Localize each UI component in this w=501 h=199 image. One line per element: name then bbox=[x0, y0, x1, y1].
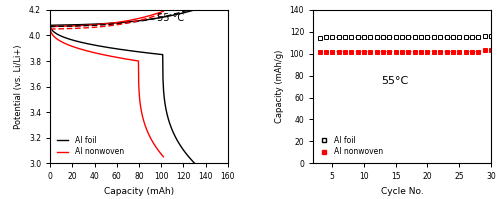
Legend: Al foil, Al nonwoven: Al foil, Al nonwoven bbox=[54, 133, 127, 159]
Legend: Al foil, Al nonwoven: Al foil, Al nonwoven bbox=[317, 133, 386, 159]
Text: 55 °C: 55 °C bbox=[157, 13, 184, 23]
Text: 55°C: 55°C bbox=[381, 75, 408, 86]
Y-axis label: Potential (vs. Li/Li+): Potential (vs. Li/Li+) bbox=[15, 44, 24, 129]
X-axis label: Cycle No.: Cycle No. bbox=[381, 187, 423, 196]
Y-axis label: Capacity (mAh/g): Capacity (mAh/g) bbox=[275, 50, 284, 123]
X-axis label: Capacity (mAh): Capacity (mAh) bbox=[104, 187, 174, 196]
